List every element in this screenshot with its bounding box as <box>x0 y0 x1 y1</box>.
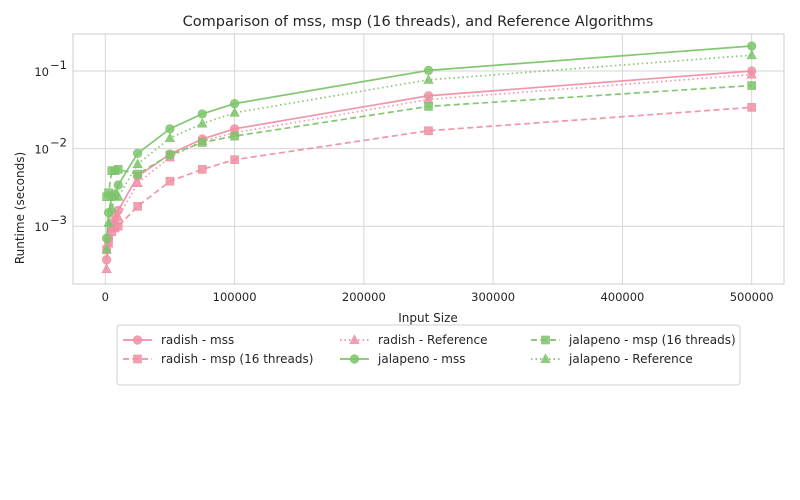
plot-frame <box>72 33 785 285</box>
data-point <box>197 165 207 174</box>
data-point <box>113 165 123 174</box>
data-point <box>133 169 142 179</box>
series-line <box>105 73 752 270</box>
data-point <box>197 138 207 147</box>
data-point <box>132 158 143 169</box>
legend-item: jalapeno - msp (16 threads) <box>531 333 736 347</box>
data-point <box>102 233 112 243</box>
data-point <box>230 131 239 141</box>
data-point <box>104 188 113 198</box>
x-tick-label: 0 <box>102 290 109 304</box>
data-point <box>113 180 123 190</box>
data-point <box>229 107 240 117</box>
data-point <box>165 124 175 134</box>
data-point <box>132 177 143 187</box>
legend-swatch-marker <box>133 354 142 364</box>
data-point <box>747 103 756 112</box>
legend-label: radish - mss <box>161 333 234 347</box>
data-point <box>747 81 756 90</box>
legend-swatch-marker <box>132 335 143 345</box>
x-tick-label: 200000 <box>342 290 386 304</box>
y-tick-exponent: −3 <box>50 213 67 227</box>
legend-label: radish - Reference <box>378 333 487 347</box>
series-5 <box>101 49 757 254</box>
x-tick-label: 100000 <box>213 290 257 304</box>
data-point <box>133 202 142 211</box>
data-point <box>423 65 434 75</box>
data-point <box>746 49 757 60</box>
data-point <box>133 148 143 158</box>
data-point <box>747 41 757 51</box>
y-tick-exponent: −1 <box>50 58 67 72</box>
data-point <box>113 211 124 222</box>
legend-item: jalapeno - Reference <box>531 352 693 366</box>
series-group <box>101 41 757 274</box>
x-tick-label: 400000 <box>600 290 644 304</box>
data-point <box>230 155 239 164</box>
chart-title: Comparison of mss, msp (16 threads), and… <box>183 14 654 30</box>
legend-label: jalapeno - mss <box>377 352 465 366</box>
legend: radish - mss radish - msp (16 threads) rad… <box>116 324 741 386</box>
series-4 <box>102 81 756 202</box>
data-point <box>165 176 175 186</box>
data-point <box>101 263 112 274</box>
data-point <box>106 202 117 213</box>
legend-label: jalapeno - Reference <box>568 352 693 366</box>
data-point <box>164 132 176 142</box>
data-point <box>165 150 175 160</box>
data-point <box>113 191 124 201</box>
y-tick-exponent: −2 <box>50 136 67 150</box>
y-tick-label: 10 <box>34 65 49 79</box>
legend-item: radish - Reference <box>340 333 487 347</box>
legend-swatch-marker <box>349 354 360 364</box>
legend-item: jalapeno - mss <box>340 352 465 366</box>
y-tick-label: 10 <box>34 220 49 234</box>
data-point <box>424 102 433 111</box>
data-point <box>746 68 757 79</box>
data-point <box>229 99 240 109</box>
legend-item: radish - msp (16 threads) <box>123 352 313 366</box>
legend-item: radish - mss <box>123 333 234 347</box>
legend-swatch-marker <box>349 334 360 344</box>
x-tick-label: 300000 <box>471 290 515 304</box>
data-point <box>103 217 114 227</box>
legend-swatch-marker <box>540 353 551 363</box>
legend-frame <box>116 324 741 386</box>
series-line <box>105 54 752 250</box>
y-axis-label: Runtime (seconds) <box>13 152 27 264</box>
data-point <box>101 243 112 254</box>
data-point <box>424 126 433 136</box>
data-point <box>197 117 208 128</box>
data-point <box>197 109 207 119</box>
legend-label: radish - msp (16 threads) <box>161 352 313 366</box>
x-axis-label: Input Size <box>398 311 458 325</box>
legend-swatch-marker <box>541 335 550 345</box>
data-point <box>106 222 117 232</box>
legend-label: jalapeno - msp (16 threads) <box>568 333 736 347</box>
data-point <box>423 74 434 84</box>
y-tick-label: 10 <box>34 143 49 157</box>
x-tick-label: 500000 <box>730 290 774 304</box>
